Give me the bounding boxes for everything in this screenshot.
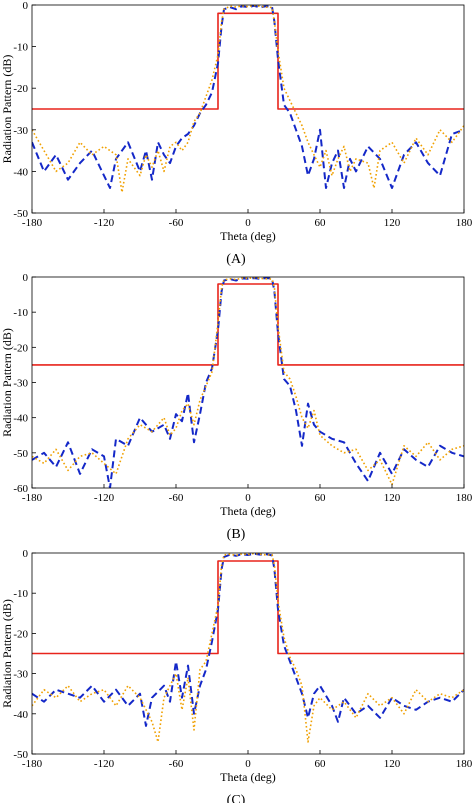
x-tick-label: 120 <box>384 758 401 770</box>
y-tick-label: -30 <box>13 669 28 681</box>
series-dot-line <box>32 277 464 486</box>
y-tick-label: -10 <box>13 307 28 319</box>
x-tick-label: 180 <box>456 758 473 770</box>
y-tick-label: -50 <box>13 749 28 761</box>
x-tick-label: 60 <box>315 758 327 770</box>
y-axis-label: Radiation Pattern (dB) <box>0 328 14 437</box>
series-solid-line <box>32 560 464 655</box>
y-tick-label: -10 <box>13 588 28 600</box>
series-dash-line <box>32 553 464 727</box>
chart-panel-1: -180 -120 -60 0 60 120 180 0 -10 -20 -30 -40 -50 Thet… <box>0 0 473 267</box>
y-tick-label: -60 <box>13 483 28 495</box>
y-tick-label: -10 <box>13 42 28 54</box>
y-tick-label: -40 <box>13 166 28 178</box>
y-tick-label: -20 <box>13 83 28 95</box>
y-tick-label: 0 <box>23 272 29 284</box>
series-solid-line <box>32 283 464 366</box>
x-tick-label: 60 <box>315 217 327 229</box>
y-axis-label: Radiation Pattern (dB) <box>0 55 14 164</box>
y-tick-label: -30 <box>13 378 28 390</box>
x-tick-label: -60 <box>169 217 184 229</box>
x-tick-label: -180 <box>22 758 43 770</box>
y-tick-label: -20 <box>13 628 28 640</box>
x-tick-label: 180 <box>456 492 473 504</box>
x-tick-label: -180 <box>22 217 43 229</box>
x-tick-label: -120 <box>94 217 115 229</box>
x-tick-label: 0 <box>245 217 251 229</box>
y-tick-label: -40 <box>13 709 28 721</box>
x-tick-label: -120 <box>94 492 115 504</box>
x-tick-label: 120 <box>384 492 401 504</box>
y-tick-label: 0 <box>23 548 29 560</box>
x-axis-label: Theta (deg) <box>220 229 276 243</box>
x-tick-label: -60 <box>169 758 184 770</box>
panel-label: (A) <box>226 252 246 267</box>
series-dot-line <box>32 553 464 743</box>
x-tick-label: 0 <box>245 492 251 504</box>
y-tick-label: -30 <box>13 125 28 137</box>
series-solid-line <box>32 12 464 110</box>
x-tick-label: 180 <box>456 217 473 229</box>
y-tick-label: -20 <box>13 342 28 354</box>
series-dot-line <box>32 5 464 193</box>
y-tick-label: -40 <box>13 413 28 425</box>
chart-panel-3: -180 -120 -60 0 60 120 180 0 -10 -20 -30 -40 -50 Thet… <box>0 548 473 808</box>
panel-label: (B) <box>227 527 246 542</box>
series-dash-line <box>32 5 464 189</box>
y-tick-label: -50 <box>13 448 28 460</box>
series-dash-line <box>32 277 464 488</box>
x-tick-label: -60 <box>169 492 184 504</box>
y-tick-label: -50 <box>13 208 28 220</box>
x-axis-label: Theta (deg) <box>220 770 276 784</box>
chart-panel-2: -180 -120 -60 0 60 120 180 0 -10 -20 -30 -40 -50 -60 T… <box>0 272 473 542</box>
x-tick-label: 60 <box>315 492 327 504</box>
x-tick-label: -120 <box>94 758 115 770</box>
y-axis-label: Radiation Pattern (dB) <box>0 599 14 708</box>
x-axis-label: Theta (deg) <box>220 504 276 518</box>
y-tick-label: 0 <box>23 0 29 12</box>
x-tick-label: 0 <box>245 758 251 770</box>
x-tick-label: -180 <box>22 492 43 504</box>
x-tick-label: 120 <box>384 217 401 229</box>
panel-label: (C) <box>227 793 246 803</box>
